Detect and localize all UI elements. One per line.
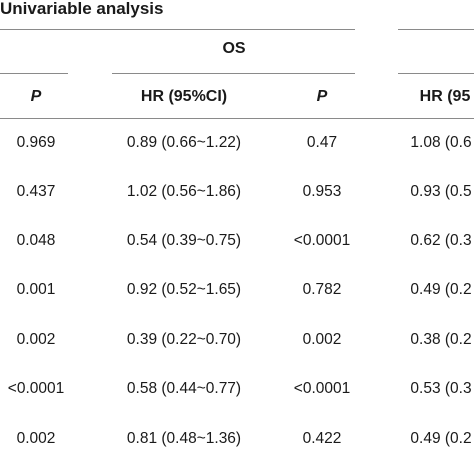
group-rule-right (398, 73, 474, 74)
table-cell: 0.49 (0.2 (410, 430, 472, 447)
table-title: Univariable analysis (0, 0, 164, 18)
group-rule-os (112, 73, 355, 74)
table-cell: 0.002 (16, 430, 56, 447)
top-rule-right (398, 29, 474, 30)
column-header-hr: HR (95%CI) (140, 88, 228, 105)
group-rule-left (0, 73, 68, 74)
table-cell: 0.49 (0.2 (410, 281, 472, 298)
table-cell: 0.953 (302, 183, 342, 200)
table-cell: 0.58 (0.44~0.77) (126, 380, 242, 397)
table-cell: <0.0001 (7, 380, 65, 397)
table-cell: 0.969 (16, 134, 56, 151)
group-header-os: OS (222, 40, 246, 57)
table-cell: <0.0001 (293, 380, 351, 397)
header-rule (0, 118, 474, 119)
table-cell: 0.47 (306, 134, 338, 151)
table-cell: 0.81 (0.48~1.36) (126, 430, 242, 447)
table-cell: 0.53 (0.3 (410, 380, 472, 397)
table-cell: 0.048 (16, 232, 56, 249)
column-header-hr: HR (95 (419, 88, 471, 105)
column-header-p: P (30, 88, 42, 105)
table-cell: 0.62 (0.3 (410, 232, 472, 249)
table-cell: 0.422 (302, 430, 342, 447)
table-cell: 0.92 (0.52~1.65) (126, 281, 242, 298)
table-cell: 1.02 (0.56~1.86) (126, 183, 242, 200)
table-cell: <0.0001 (293, 232, 351, 249)
table-cell: 0.437 (16, 183, 56, 200)
table-cell: 0.39 (0.22~0.70) (126, 331, 242, 348)
table-cell: 0.001 (16, 281, 56, 298)
column-header-p: P (316, 88, 328, 105)
table-cell: 0.54 (0.39~0.75) (126, 232, 242, 249)
table-cell: 0.782 (302, 281, 342, 298)
table-cell: 0.89 (0.66~1.22) (126, 134, 242, 151)
table-cell: 0.002 (16, 331, 56, 348)
top-rule-left (0, 29, 355, 30)
table-cell: 0.38 (0.2 (410, 331, 472, 348)
table-cell: 0.93 (0.5 (410, 183, 472, 200)
table-cell: 0.002 (302, 331, 342, 348)
table-cell: 1.08 (0.6 (410, 134, 472, 151)
